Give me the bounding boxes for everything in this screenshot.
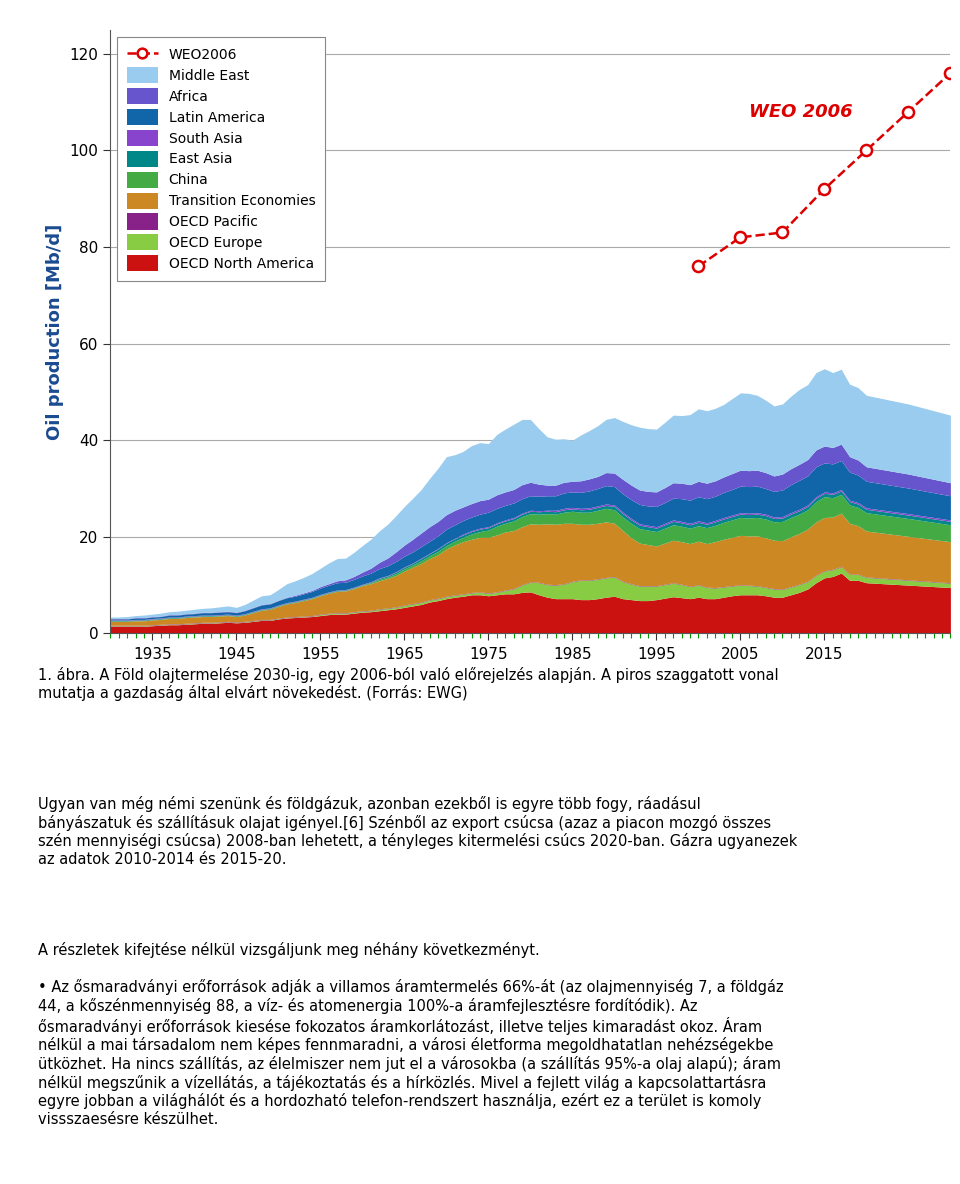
Text: • Az ősmaradványi erőforrások adják a villamos áramtermelés 66%-át (az olajmenny: • Az ősmaradványi erőforrások adják a vi… [38,979,784,1127]
Text: A részletek kifejtése nélkül vizsgáljunk meg néhány következményt.: A részletek kifejtése nélkül vizsgáljunk… [38,941,540,958]
Text: Ugyan van még némi szenünk és földgázuk, azonban ezekből is egyre több fogy, ráa: Ugyan van még némi szenünk és földgázuk,… [38,796,798,867]
Text: 1. ábra. A Föld olajtermelése 2030-ig, egy 2006-ból való előrejelzés alapján. A : 1. ábra. A Föld olajtermelése 2030-ig, e… [38,667,779,701]
Y-axis label: Oil production [Mb/d]: Oil production [Mb/d] [46,224,64,439]
Text: WEO 2006: WEO 2006 [749,103,852,121]
Legend: WEO2006, Middle East, Africa, Latin America, South Asia, East Asia, China, Trans: WEO2006, Middle East, Africa, Latin Amer… [117,37,325,281]
